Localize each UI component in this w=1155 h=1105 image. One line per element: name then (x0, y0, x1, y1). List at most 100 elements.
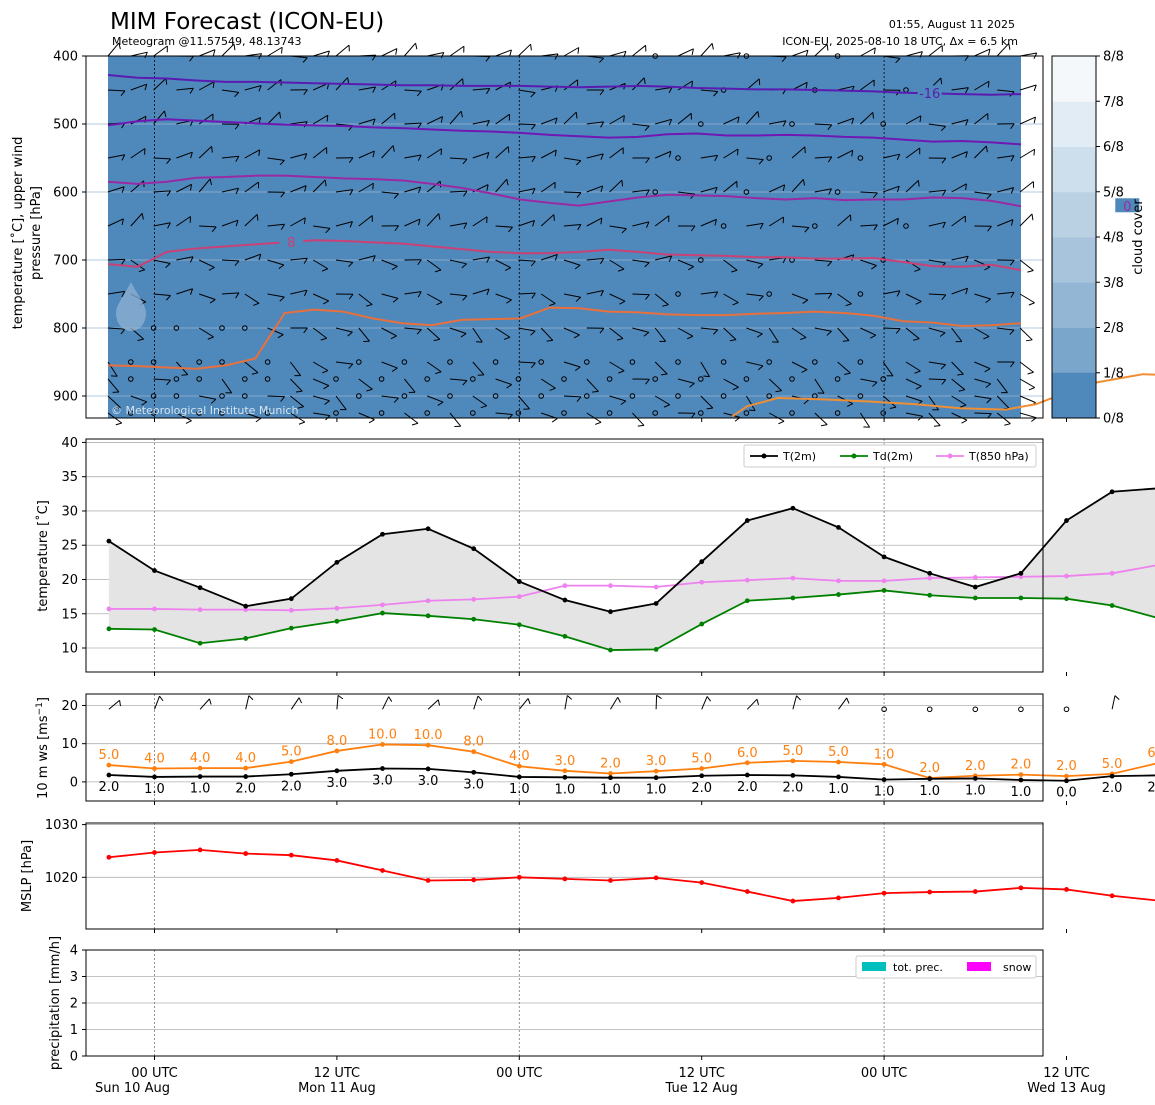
wind-barb-calm (743, 376, 750, 382)
wind-barb-calm (356, 393, 362, 399)
wind-barb (244, 85, 262, 91)
wind-barb-flag (348, 293, 354, 300)
wind-barb (244, 293, 260, 304)
wind-barb-flag (775, 390, 782, 393)
wind-barb-flag (573, 334, 580, 339)
wind-barb (677, 80, 693, 91)
series-point (881, 554, 887, 560)
wind-barb (860, 259, 877, 267)
wind-barb (153, 110, 165, 125)
wind-barb-flag (144, 51, 148, 59)
wind-barb (563, 259, 581, 266)
wind-speed-point (106, 772, 112, 778)
wind-barb (153, 259, 171, 265)
wind-barb-flag (965, 151, 968, 158)
wind-barb (199, 49, 216, 57)
ytick-label: 4 (70, 944, 78, 959)
wind-barb (426, 116, 443, 125)
wind-barb-flag (756, 333, 763, 338)
ytick-label: 900 (53, 390, 78, 405)
upper-air-panel: -16-8081624 © Meteorological Institute M… (10, 42, 1155, 428)
wind-barb-flag (209, 178, 213, 186)
wind-barb (563, 47, 579, 57)
wind-barb (723, 180, 738, 193)
wind-barb-flag (820, 424, 828, 427)
wind-barb-flag (189, 184, 193, 191)
wind-barb (928, 293, 946, 296)
upper-air-ylabel-line2: pressure [hPa] (29, 186, 44, 280)
wind-barb-flag (303, 217, 306, 225)
wind-barb (107, 327, 125, 330)
wind-barb (951, 215, 966, 227)
series-point (699, 559, 705, 565)
wind-barb-flag (600, 217, 603, 225)
wind-barb-flag (846, 697, 850, 704)
wind-speed-point (562, 774, 568, 780)
wind-barb-flag (646, 221, 650, 228)
wind-barb-flag (985, 383, 992, 388)
wind-barb (928, 361, 946, 366)
wind-barb (107, 218, 124, 227)
wind-barb-flag (778, 420, 785, 425)
wind-barb-flag (277, 334, 284, 339)
wind-barb-flag (871, 265, 877, 270)
wind-barb (928, 327, 946, 334)
colorbar-segment (1052, 327, 1096, 374)
wind-barb-calm (219, 393, 225, 399)
wind-barb (518, 327, 536, 332)
wind-barb-flag (619, 300, 626, 305)
wind-barb-flag (668, 87, 673, 94)
wind-speed-data-label: 1.0 (874, 785, 895, 800)
mslp-point (927, 889, 933, 895)
wind-barb (746, 111, 759, 125)
series-point (699, 621, 705, 627)
gust-data-label: 3.0 (646, 754, 667, 769)
wind-barb (404, 186, 421, 193)
wind-barb-flag (1010, 155, 1015, 162)
mslp-point (334, 858, 340, 863)
wind-barb (518, 395, 530, 410)
wind-barb-flag (919, 115, 922, 123)
wind-barb-flag (600, 290, 604, 297)
wind-barb (974, 412, 992, 415)
wind-barb-flag (1033, 149, 1036, 156)
wind-barb (472, 395, 488, 407)
wind-barb (312, 361, 329, 371)
wind-barb (290, 257, 308, 261)
series-point (1018, 574, 1024, 580)
wind-speed-data-label: 3.0 (327, 776, 348, 791)
wind-barb-calm (698, 121, 704, 127)
wind-barb-flag (368, 419, 375, 424)
gust-data-label: 4.0 (144, 752, 165, 767)
wind-barb-flag (662, 304, 669, 307)
series-point (972, 584, 978, 590)
wind-barb-flag (504, 267, 511, 271)
wind-barb-flag (166, 158, 171, 165)
wind-barb-flag (1028, 387, 1035, 391)
series-point (927, 570, 933, 576)
series-point (653, 601, 659, 606)
wind-barb-calm (447, 359, 453, 365)
wind-barb-flag (731, 269, 738, 273)
wind-barb (814, 259, 832, 262)
wind-barb-flag (393, 397, 399, 403)
wind-barb-calm (834, 376, 841, 382)
wind-barb (267, 111, 280, 125)
wind-barb (107, 154, 125, 159)
wind-barb (518, 187, 536, 193)
wind-barb-flag (688, 266, 694, 271)
wind-barb-flag (896, 218, 899, 225)
wind-barb-flag (915, 301, 922, 305)
wind-barb-flag (645, 378, 650, 385)
wind-barb-flag (372, 255, 376, 262)
wind-barb-flag (531, 156, 536, 163)
wind-barb-flag (436, 301, 443, 306)
wind-barb-flag (434, 269, 442, 273)
wind-barb-flag (208, 267, 215, 271)
wind-speed-point (653, 775, 659, 781)
wind-barb-flag (392, 298, 399, 303)
wind-barb (996, 43, 1010, 57)
wind-barb (154, 696, 160, 710)
wind-barb (244, 149, 260, 159)
wind-barb (540, 149, 557, 159)
